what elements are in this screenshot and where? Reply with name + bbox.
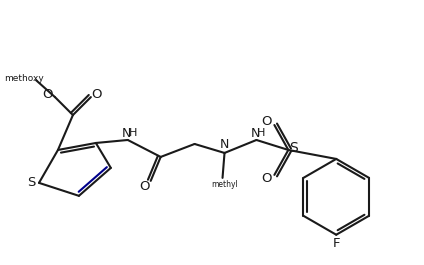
Text: N: N (122, 127, 131, 140)
Text: O: O (261, 114, 272, 127)
Text: N: N (220, 139, 229, 152)
Text: methoxy: methoxy (4, 74, 44, 83)
Text: S: S (289, 141, 298, 155)
Text: S: S (27, 176, 35, 189)
Text: methyl: methyl (211, 180, 238, 189)
Text: O: O (261, 172, 272, 185)
Text: F: F (332, 237, 340, 250)
Text: O: O (92, 88, 102, 101)
Text: H: H (257, 128, 265, 138)
Text: N: N (251, 127, 260, 140)
Text: O: O (43, 88, 53, 101)
Text: H: H (128, 128, 137, 138)
Text: O: O (139, 180, 150, 193)
